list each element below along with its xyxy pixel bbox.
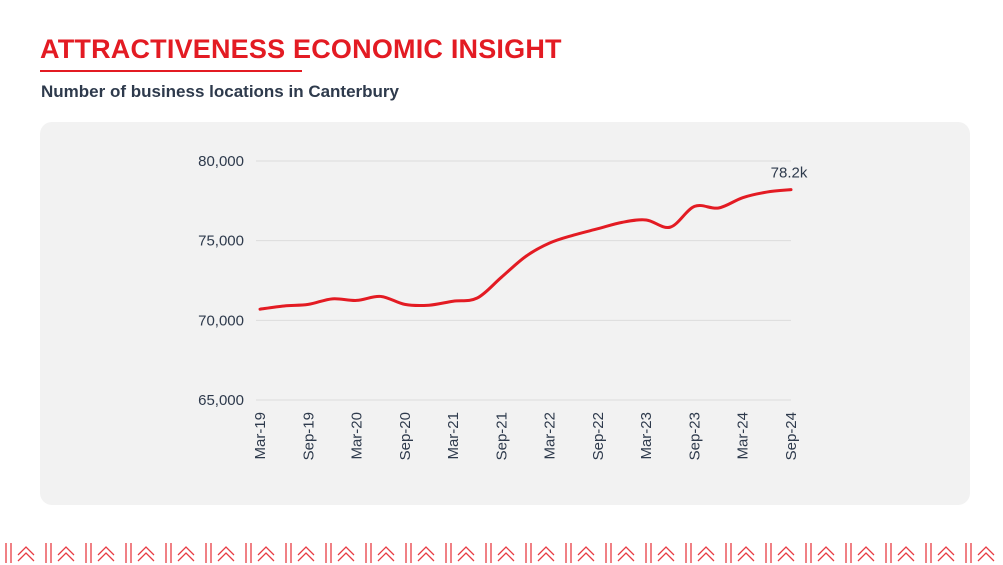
x-tick-label: Sep-19	[300, 412, 317, 460]
x-tick-label: Sep-24	[783, 412, 800, 460]
chevron-pattern-footer	[5, 543, 995, 563]
chevron-motif	[565, 543, 595, 563]
pattern-chevron	[457, 552, 475, 562]
pattern-chevron	[337, 552, 355, 562]
pattern-chevron	[697, 552, 715, 562]
x-tick-label: Mar-23	[638, 412, 655, 460]
pattern-chevron	[817, 546, 835, 556]
pattern-chevron	[297, 552, 315, 562]
x-tick-label: Sep-23	[686, 412, 703, 460]
pattern-chevron	[417, 552, 435, 562]
pattern-chevron	[857, 546, 875, 556]
x-tick-label: Mar-20	[349, 412, 366, 460]
title-underline	[40, 70, 302, 72]
pattern-chevron	[777, 546, 795, 556]
chevron-motif	[85, 543, 115, 563]
chevron-motif	[845, 543, 875, 563]
pattern-chevron	[97, 546, 115, 556]
pattern-chevron	[217, 552, 235, 562]
y-tick-label: 80,000	[198, 153, 244, 170]
chevron-motif	[605, 543, 635, 563]
line-chart: 65,000 70,000 75,000 80,000 Mar-19 Sep-19 Mar-…	[198, 153, 808, 460]
pattern-chevron	[857, 552, 875, 562]
pattern-chevron	[497, 546, 515, 556]
chart-subtitle: Number of business locations in Canterbu…	[41, 82, 400, 101]
chevron-motif	[325, 543, 355, 563]
pattern-chevron	[577, 552, 595, 562]
chevron-motif	[5, 543, 35, 563]
chevron-motif	[805, 543, 835, 563]
pattern-chevron	[657, 552, 675, 562]
chevron-motif	[245, 543, 275, 563]
pattern-chevron	[897, 552, 915, 562]
pattern-chevron	[97, 552, 115, 562]
chevron-motif	[405, 543, 435, 563]
pattern-chevron	[257, 552, 275, 562]
y-tick-label: 65,000	[198, 392, 244, 409]
pattern-chevron	[537, 552, 555, 562]
page-title: ATTRACTIVENESS ECONOMIC INSIGHT	[40, 34, 562, 64]
pattern-chevron	[977, 546, 995, 556]
chevron-motif	[885, 543, 915, 563]
pattern-chevron	[257, 546, 275, 556]
chevron-motif	[965, 543, 995, 563]
pattern-chevron	[497, 552, 515, 562]
pattern-chevron	[937, 546, 955, 556]
chevron-motif	[125, 543, 155, 563]
y-tick-label: 70,000	[198, 312, 244, 329]
series-line	[258, 188, 793, 311]
pattern-chevron	[737, 552, 755, 562]
chevron-motif	[725, 543, 755, 563]
chart-panel: 65,000 70,000 75,000 80,000 Mar-19 Sep-19 Mar-…	[40, 122, 970, 505]
chevron-motif	[685, 543, 715, 563]
pattern-chevron	[57, 552, 75, 562]
pattern-chevron	[697, 546, 715, 556]
pattern-chevron	[617, 552, 635, 562]
chevron-motif	[765, 543, 795, 563]
pattern-chevron	[937, 552, 955, 562]
pattern-chevron	[577, 546, 595, 556]
pattern-chevron	[177, 546, 195, 556]
x-tick-label: Sep-22	[590, 412, 607, 460]
pattern-chevron	[737, 546, 755, 556]
pattern-chevron	[57, 546, 75, 556]
x-tick-label: Mar-19	[252, 412, 269, 460]
x-tick-label: Sep-20	[397, 412, 414, 460]
data-label: 78.2k	[771, 165, 808, 182]
pattern-chevron	[137, 546, 155, 556]
pattern-chevron	[617, 546, 635, 556]
pattern-chevron	[377, 552, 395, 562]
pattern-chevron	[777, 552, 795, 562]
chevron-motif	[485, 543, 515, 563]
pattern-chevron	[817, 552, 835, 562]
pattern-chevron	[177, 552, 195, 562]
pattern-chevron	[377, 546, 395, 556]
pattern-chevron	[297, 546, 315, 556]
pattern-chevron	[217, 546, 235, 556]
chevron-motif	[365, 543, 395, 563]
chevron-motif	[205, 543, 235, 563]
pattern-chevron	[657, 546, 675, 556]
x-tick-label: Sep-21	[493, 412, 510, 460]
x-tick-label: Mar-22	[542, 412, 559, 460]
x-tick-label: Mar-21	[445, 412, 462, 460]
chevron-motif	[925, 543, 955, 563]
chevron-motif	[525, 543, 555, 563]
chevron-motif	[645, 543, 675, 563]
pattern-chevron	[17, 552, 35, 562]
x-tick-label: Mar-24	[735, 412, 752, 460]
pattern-chevron	[537, 546, 555, 556]
pattern-chevron	[337, 546, 355, 556]
pattern-chevron	[897, 546, 915, 556]
y-tick-label: 75,000	[198, 233, 244, 250]
pattern-chevron	[977, 552, 995, 562]
chevron-motif	[445, 543, 475, 563]
pattern-chevron	[457, 546, 475, 556]
pattern-chevron	[17, 546, 35, 556]
chevron-motif	[285, 543, 315, 563]
pattern-chevron	[417, 546, 435, 556]
chevron-motif	[45, 543, 75, 563]
chevron-motif	[165, 543, 195, 563]
pattern-chevron	[137, 552, 155, 562]
